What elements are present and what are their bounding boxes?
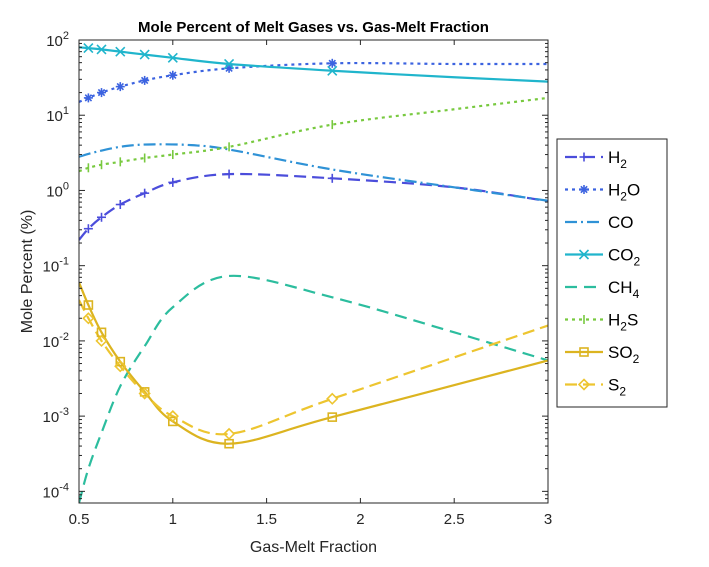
y-tick-label: 101: [46, 105, 69, 125]
data-point-h2o: [97, 88, 107, 98]
legend: H2 H2O CO CO2 CH4 H2S SO2 S2: [556, 138, 668, 408]
legend-item-h2: H2: [565, 148, 627, 171]
legend-label: H2: [608, 148, 627, 171]
data-point-h2o: [327, 58, 337, 68]
legend-item-co: CO: [565, 213, 634, 232]
y-tick-label: 10-4: [43, 481, 69, 501]
legend-marker: [578, 249, 590, 260]
x-tick-label: 0.5: [69, 511, 90, 528]
x-tick-label: 1: [169, 511, 177, 528]
data-point-h2: [115, 200, 125, 210]
data-point-h2: [327, 173, 337, 183]
data-point-h2o: [168, 70, 178, 80]
legend-marker: [579, 185, 589, 194]
series-line-co: [79, 143, 548, 202]
legend-items: H2 H2O CO CO2 CH4 H2S SO2 S2: [565, 148, 641, 399]
legend-box: [556, 138, 668, 408]
legend-label: CO: [608, 213, 634, 232]
y-tick-label: 100: [46, 180, 69, 200]
data-point-co2: [327, 65, 338, 76]
x-axis-label: Gas-Melt Fraction: [250, 539, 377, 556]
data-point-so2: [83, 300, 94, 310]
legend-item-s2: S2: [565, 376, 626, 399]
plot-markers: [82, 43, 339, 449]
y-tick-label: 102: [46, 30, 69, 50]
x-tick-label: 2: [356, 511, 364, 528]
data-point-h2: [97, 212, 107, 222]
data-point-so2: [327, 412, 338, 422]
plot-lines: [79, 46, 548, 503]
legend-label: H2S: [608, 311, 638, 334]
legend-marker: [579, 347, 589, 357]
data-point-s2: [114, 360, 127, 373]
data-point-h2: [140, 188, 150, 198]
data-point-co2: [115, 46, 126, 57]
data-point-co2: [167, 52, 178, 63]
legend-label: H2O: [608, 181, 640, 204]
data-point-s2: [82, 312, 95, 325]
data-point-s2: [166, 409, 179, 423]
data-point-co2: [96, 44, 107, 55]
y-tick-label: 10-3: [43, 406, 69, 426]
data-point-h2o: [83, 93, 93, 103]
legend-item-co2: CO2: [565, 246, 641, 269]
legend-marker: [577, 378, 591, 391]
y-tick-label: 10-1: [43, 256, 69, 276]
series-line-h2o: [79, 61, 548, 103]
data-point-co2: [83, 43, 94, 54]
legend-label: S2: [608, 376, 626, 399]
x-tick-label: 1.5: [256, 511, 277, 528]
data-point-h2o: [115, 82, 125, 92]
x-tick-label: 3: [544, 511, 552, 528]
legend-label: CH4: [608, 278, 640, 301]
data-point-h2: [168, 177, 178, 187]
y-tick-label: 10-2: [43, 331, 69, 351]
chart-title: Mole Percent of Melt Gases vs. Gas-Melt …: [138, 19, 489, 36]
data-point-h2: [83, 224, 93, 234]
series-line-ch4: [79, 274, 548, 503]
legend-item-h2s: H2S: [565, 311, 638, 334]
data-point-s2: [95, 334, 108, 348]
legend-item-ch4: CH4: [565, 278, 640, 301]
legend-label: SO2: [608, 343, 640, 366]
data-point-so2: [168, 416, 178, 427]
data-point-h2: [224, 169, 234, 179]
legend-label: CO2: [608, 246, 641, 269]
data-point-co2: [224, 58, 235, 70]
data-point-co2: [139, 49, 150, 60]
data-point-h2o: [140, 75, 150, 85]
data-point-s2: [222, 427, 236, 441]
data-point-s2: [326, 392, 339, 405]
legend-marker: [579, 152, 589, 162]
data-point-s2: [138, 387, 151, 400]
series-line-s2: [79, 299, 548, 436]
y-axis-label: Mole Percent (%): [19, 210, 36, 334]
data-point-h2o: [224, 63, 234, 73]
tick-labels: 0.5 1 1.5 2 2.5 3 10-4 10-3 10-2 10-1 100 101 102: [43, 30, 553, 528]
legend-item-h2o: H2O: [565, 181, 640, 204]
axis-ticks: [78, 39, 549, 504]
data-point-so2: [115, 356, 126, 367]
legend-item-so2: SO2: [565, 343, 640, 366]
series-line-so2: [79, 281, 548, 445]
x-tick-label: 2.5: [444, 511, 465, 528]
plot-frame: [78, 39, 549, 504]
